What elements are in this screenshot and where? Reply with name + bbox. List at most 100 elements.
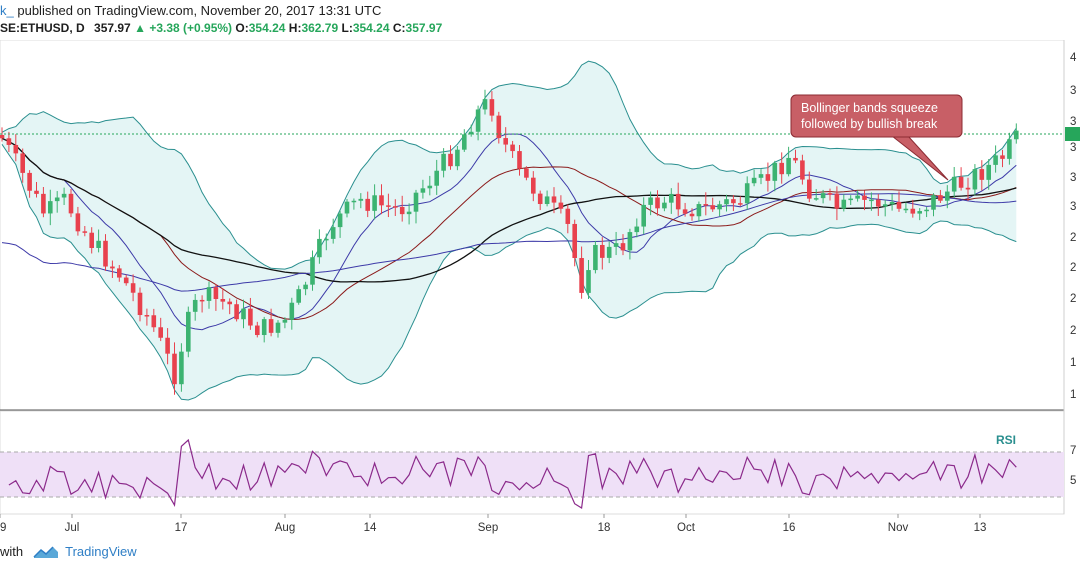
y-tick-label: 1 bbox=[1070, 389, 1076, 401]
candle-body bbox=[61, 193, 67, 198]
candle-body bbox=[537, 193, 543, 205]
candle-body bbox=[475, 109, 481, 132]
candle-body bbox=[255, 325, 260, 336]
candle-body bbox=[330, 227, 336, 239]
candle-body bbox=[586, 270, 591, 293]
candle-body bbox=[924, 209, 929, 212]
candle-body bbox=[972, 169, 978, 190]
candle-body bbox=[696, 204, 702, 217]
annotation-callout[interactable]: Bollinger bands squeeze followed by bull… bbox=[790, 94, 963, 181]
candle-body bbox=[744, 183, 750, 204]
low-value: 354.24 bbox=[352, 21, 390, 35]
candle-body bbox=[268, 319, 274, 333]
candle-body bbox=[337, 213, 343, 228]
candle-body bbox=[82, 231, 88, 233]
up-triangle-icon: ▲ bbox=[134, 21, 146, 35]
candle-body bbox=[758, 174, 764, 178]
candle-body bbox=[841, 199, 847, 209]
candle-body bbox=[427, 185, 433, 189]
x-tick-label: 19 bbox=[0, 522, 6, 534]
high-value: 362.79 bbox=[301, 21, 339, 35]
published-text: published on TradingView.com, November 2… bbox=[17, 3, 382, 18]
x-tick-label: 17 bbox=[175, 522, 188, 534]
y-tick-label: 1 bbox=[1070, 357, 1076, 369]
candle-body bbox=[641, 204, 646, 227]
candle-body bbox=[234, 304, 239, 320]
close-label: C: bbox=[392, 21, 406, 35]
candle-body bbox=[807, 179, 812, 199]
candle-body bbox=[751, 177, 757, 184]
candle-body bbox=[786, 157, 791, 175]
open-value: 354.24 bbox=[248, 21, 286, 35]
candle-body bbox=[565, 208, 571, 224]
candle-body bbox=[613, 243, 619, 247]
candle-body bbox=[945, 191, 950, 201]
x-tick-label: Nov bbox=[888, 522, 909, 534]
x-tick-label: Aug bbox=[275, 522, 295, 534]
candle-body bbox=[958, 176, 964, 188]
candle-body bbox=[682, 209, 688, 214]
time-axis[interactable]: 19 Jul 17 Aug 14 Sep 18 Oct 16 Nov 13 bbox=[0, 514, 986, 534]
candle-body bbox=[593, 244, 598, 271]
y-tick-label: 3 bbox=[1070, 116, 1076, 128]
candle-body bbox=[289, 302, 295, 320]
candle-body bbox=[931, 195, 936, 210]
candle-body bbox=[199, 299, 205, 302]
footer: with TradingView bbox=[0, 544, 137, 559]
candle-body bbox=[324, 238, 329, 241]
tradingview-brand[interactable]: TradingView bbox=[65, 544, 137, 559]
username[interactable]: k_ bbox=[0, 3, 14, 18]
candle-body bbox=[800, 160, 805, 180]
candle-body bbox=[510, 144, 515, 152]
candle-body bbox=[772, 162, 778, 181]
candle-body bbox=[96, 240, 101, 248]
candle-body bbox=[179, 351, 184, 385]
candle-body bbox=[34, 190, 39, 194]
x-tick-label: 14 bbox=[364, 522, 377, 534]
candle-body bbox=[482, 99, 488, 110]
candle-body bbox=[489, 99, 495, 116]
x-tick-label: 16 bbox=[783, 522, 796, 534]
rsi-label: RSI bbox=[996, 433, 1016, 447]
candle-body bbox=[275, 322, 281, 333]
price-axis[interactable]: 4 3 3 3 3 3 2 2 2 2 1 1 7 5 bbox=[1070, 52, 1077, 487]
candle-body bbox=[144, 315, 150, 317]
candle-body bbox=[130, 283, 136, 293]
candle-body bbox=[876, 199, 881, 207]
rsi-tick-label: 7 bbox=[1070, 445, 1076, 457]
candle-body bbox=[248, 308, 253, 326]
candle-body bbox=[765, 174, 771, 181]
candle-body bbox=[531, 177, 536, 194]
candle-body bbox=[54, 197, 60, 202]
candle-body bbox=[13, 144, 19, 154]
candle-body bbox=[441, 153, 446, 171]
candle-body bbox=[303, 284, 308, 290]
candle-body bbox=[889, 201, 895, 205]
candle-body bbox=[703, 204, 709, 206]
close-value: 357.97 bbox=[405, 21, 443, 35]
candle-body bbox=[399, 206, 405, 215]
candle-body bbox=[48, 201, 53, 214]
candle-body bbox=[620, 243, 626, 251]
candle-body bbox=[938, 195, 943, 201]
candle-body bbox=[738, 203, 743, 205]
candles bbox=[0, 89, 1019, 395]
candle-body bbox=[282, 319, 288, 323]
candle-body bbox=[296, 289, 301, 303]
candle-body bbox=[917, 211, 922, 214]
candle-body bbox=[965, 187, 971, 190]
candle-body bbox=[6, 138, 12, 145]
y-tick-label: 3 bbox=[1070, 85, 1076, 97]
bollinger-bands bbox=[1, 60, 1017, 401]
candle-body bbox=[910, 208, 916, 214]
candle-body bbox=[517, 151, 522, 169]
candle-body bbox=[1000, 155, 1005, 159]
x-tick-label: Oct bbox=[677, 522, 696, 534]
price-chart[interactable]: Bollinger bands squeeze followed by bull… bbox=[0, 40, 1080, 540]
sma-medium bbox=[1, 137, 1017, 321]
candle-body bbox=[600, 244, 605, 258]
candle-body bbox=[710, 205, 715, 210]
bollinger-upper bbox=[1, 60, 1017, 270]
candle-body bbox=[123, 277, 129, 284]
candle-body bbox=[241, 308, 246, 320]
